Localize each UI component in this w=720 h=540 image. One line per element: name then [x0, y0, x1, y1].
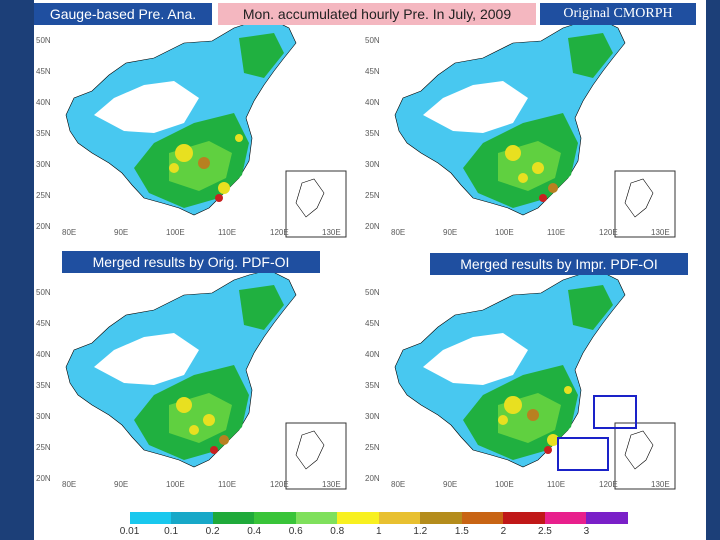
- colorbar-segment: [129, 512, 172, 524]
- lon-label: 100E: [166, 228, 185, 237]
- lon-label: 100E: [166, 480, 185, 489]
- lat-label: 30N: [36, 412, 51, 421]
- colorbar-label: 0.4: [247, 526, 262, 537]
- highlight-box-south: [557, 437, 609, 471]
- lat-label: 20N: [36, 222, 51, 231]
- colorbar-segment: [254, 512, 296, 524]
- lat-label: 45N: [365, 319, 380, 328]
- lat-label: 50N: [36, 288, 51, 297]
- colorbar-label: 2.5: [537, 526, 552, 537]
- lon-label: 80E: [391, 228, 405, 237]
- lon-label: 110E: [547, 480, 565, 489]
- slide-right-border: [706, 0, 720, 540]
- colorbar-segment: [212, 512, 255, 524]
- colorbar-label: 2: [500, 526, 507, 537]
- main-title: Mon. accumulated hourly Pre. In July, 20…: [218, 3, 536, 25]
- precip-map-merged-orig: 50N 45N 40N 35N 30N 25N 20N 80E 90E 100E 110E 120E 1…: [34, 255, 352, 490]
- colorbar-label: 0.2: [205, 526, 220, 537]
- lon-label: 110E: [218, 480, 236, 489]
- lat-label: 35N: [36, 381, 51, 390]
- lon-label: 90E: [443, 228, 457, 237]
- lat-label: 50N: [36, 36, 51, 45]
- lat-label: 30N: [365, 160, 380, 169]
- lat-label: 25N: [36, 191, 51, 200]
- lat-label: 25N: [365, 443, 380, 452]
- lon-label: 120E: [599, 228, 618, 237]
- merged-orig-title: Merged results by Orig. PDF-OI: [62, 251, 320, 273]
- lon-label: 110E: [547, 228, 565, 237]
- colorbar-label: 1.2: [413, 526, 428, 537]
- colorbar-label: 3: [583, 526, 590, 537]
- colorbar-segment: [586, 512, 628, 524]
- lat-label: 50N: [365, 288, 380, 297]
- colorbar-segment: [503, 512, 545, 524]
- lat-label: 45N: [365, 67, 380, 76]
- lon-label: 120E: [270, 228, 289, 237]
- map-panel-merged-orig: 50N 45N 40N 35N 30N 25N 20N 80E 90E 100E 110E 120E 1…: [34, 255, 352, 490]
- lon-label: 120E: [270, 480, 289, 489]
- precip-map-original: 50N 45N 40N 35N 30N 25N 20N 80E 90E 100E 110E 120E 1…: [363, 3, 681, 238]
- colorbar-segment: [544, 512, 587, 524]
- lon-label: 100E: [495, 480, 514, 489]
- lat-label: 40N: [36, 98, 51, 107]
- lat-label: 35N: [365, 129, 380, 138]
- colorbar-segment: [88, 512, 130, 524]
- colorbar-label: 1: [375, 526, 382, 537]
- lat-label: 45N: [36, 319, 51, 328]
- lat-label: 35N: [36, 129, 51, 138]
- lat-label: 20N: [365, 222, 380, 231]
- lon-label: 80E: [391, 480, 405, 489]
- colorbar-segment: [378, 512, 421, 524]
- colorbar-segment: [171, 512, 213, 524]
- highlight-box-east: [593, 395, 637, 429]
- lon-label: 130E: [651, 480, 670, 489]
- map-panel-merged-impr: 50N 45N 40N 35N 30N 25N 20N 80E 90E 100E 110E 120E 1…: [363, 255, 681, 490]
- map-panel-original: 50N 45N 40N 35N 30N 25N 20N 80E 90E 100E 110E 120E 1…: [363, 3, 681, 238]
- lat-label: 20N: [36, 474, 51, 483]
- lat-label: 25N: [36, 443, 51, 452]
- lon-label: 90E: [114, 480, 128, 489]
- lat-label: 25N: [365, 191, 380, 200]
- original-title: Original CMORPH: [540, 3, 696, 25]
- slide-left-border: [0, 0, 34, 540]
- lat-label: 30N: [365, 412, 380, 421]
- lat-label: 40N: [365, 98, 380, 107]
- lon-label: 120E: [599, 480, 618, 489]
- colorbar-label: 0.8: [330, 526, 345, 537]
- lon-label: 90E: [114, 228, 128, 237]
- colorbar-label: 0.1: [164, 526, 179, 537]
- precip-map-gauge: 50N 45N 40N 35N 30N 25N 20N 80E 90E 100E 110E 120E 1…: [34, 3, 352, 238]
- lon-label: 130E: [322, 480, 341, 489]
- lat-label: 35N: [365, 381, 380, 390]
- lon-label: 100E: [495, 228, 514, 237]
- colorbar-label: 0.01: [119, 526, 140, 537]
- colorbar-segment: [337, 512, 379, 524]
- gauge-title: Gauge-based Pre. Ana.: [34, 3, 212, 25]
- lon-label: 130E: [651, 228, 670, 237]
- lat-label: 50N: [365, 36, 380, 45]
- colorbar-label: 0.6: [288, 526, 303, 537]
- lat-label: 40N: [365, 350, 380, 359]
- map-panel-gauge: 50N 45N 40N 35N 30N 25N 20N 80E 90E 100E 110E 120E 1…: [34, 3, 352, 238]
- colorbar-segment: [295, 512, 338, 524]
- lat-label: 20N: [365, 474, 380, 483]
- lat-label: 30N: [36, 160, 51, 169]
- precip-map-merged-impr: 50N 45N 40N 35N 30N 25N 20N 80E 90E 100E 110E 120E 1…: [363, 255, 681, 490]
- colorbar-label: 1.5: [454, 526, 469, 537]
- colorbar-segment: [420, 512, 462, 524]
- merged-impr-title: Merged results by Impr. PDF-OI: [430, 253, 688, 275]
- lat-label: 40N: [36, 350, 51, 359]
- lon-label: 90E: [443, 480, 457, 489]
- lon-label: 110E: [218, 228, 236, 237]
- lat-label: 45N: [36, 67, 51, 76]
- lon-label: 130E: [322, 228, 341, 237]
- colorbar: [88, 512, 628, 524]
- colorbar-segment: [461, 512, 504, 524]
- lon-label: 80E: [62, 480, 76, 489]
- lon-label: 80E: [62, 228, 76, 237]
